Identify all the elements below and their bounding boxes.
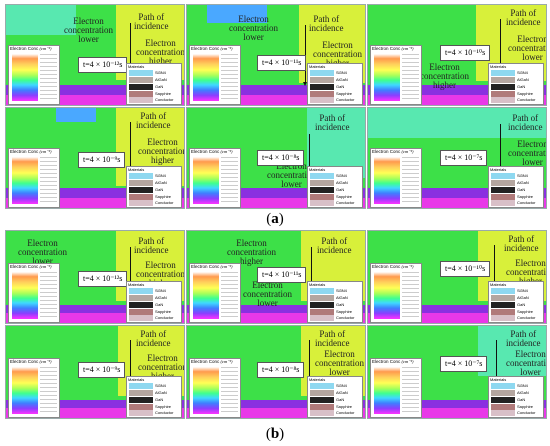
materials-legend: Materials Si3N4 AlGaN GaN Sapphire Condu… (488, 281, 544, 323)
annotation-path: Path of incidence (136, 111, 171, 130)
annotation-path: Path of incidence (508, 113, 543, 132)
materials-legend: Materials Si3N4 AlGaN GaN Sapphire Condu… (126, 166, 182, 208)
simulation-tile-a5: Path of incidence Electron concentration lo… (186, 107, 366, 209)
colorbar-legend: Electron Conc (cm⁻³) (8, 45, 60, 105)
colorbar-legend: Electron Conc (cm⁻³) (189, 263, 241, 323)
annotation-path: Path of incidence (506, 329, 541, 348)
incidence-arrow (303, 25, 307, 86)
materials-legend: Materials Si3N4 AlGaN GaN Sapphire Condu… (307, 63, 363, 105)
colorbar-legend: Electron Conc (cm⁻³) (8, 263, 60, 323)
time-label: t=4 × 10⁻⁹s (78, 362, 126, 378)
materials-legend: Materials Si3N4 AlGaN GaN Sapphire Condu… (488, 166, 544, 208)
time-label: t=4 × 10⁻¹²s (78, 57, 128, 73)
materials-legend: Materials Si3N4 AlGaN GaN Sapphire Condu… (307, 281, 363, 323)
materials-legend: Materials Si3N4 AlGaN GaN Sapphire Condu… (126, 376, 182, 418)
colorbar-legend: Electron Conc (cm⁻³) (370, 148, 422, 208)
simulation-tile-b5: Path of incidence Electron concentration lo… (186, 325, 366, 419)
annotation-path: Path of incidence (134, 12, 169, 31)
materials-legend: Materials Si3N4 AlGaN GaN Sapphire Condu… (307, 376, 363, 418)
figure-panel-a: Electron concentration lower Path of incide… (0, 0, 550, 214)
simulation-tile-a1: Electron concentration lower Path of incide… (5, 4, 185, 106)
colorbar-legend: Electron Conc (cm⁻³) (370, 45, 422, 105)
simulation-tile-b2: Electron concentration higher Path of incid… (186, 230, 366, 324)
simulation-tile-a2: Electron concentration lower Path of incide… (186, 4, 366, 106)
colorbar-legend: Electron Conc (cm⁻³) (370, 358, 422, 418)
time-label: t=4 × 10⁻⁷s (440, 150, 488, 166)
time-label: t=4 × 10⁻⁸s (257, 150, 305, 166)
annotation-path: Path of incidence (315, 113, 350, 132)
time-label: t=4 × 10⁻⁷s (440, 356, 488, 372)
time-label: t=4 × 10⁻¹¹s (257, 267, 307, 283)
time-label: t=4 × 10⁻¹¹s (257, 55, 307, 71)
annotation-path: Path of incidence (134, 236, 169, 255)
colorbar-legend: Electron Conc (cm⁻³) (189, 45, 241, 105)
time-label: t=4 × 10⁻⁹s (78, 152, 126, 168)
colorbar-legend: Electron Conc (cm⁻³) (8, 148, 60, 208)
figure-panel-b: Electron concentration lower Path of incide… (0, 226, 550, 422)
annotation-path: Path of incidence (136, 329, 171, 348)
materials-legend: Materials Si3N4 AlGaN GaN Sapphire Condu… (307, 166, 363, 208)
simulation-tile-a4: Path of incidence Electron concentration hi… (5, 107, 185, 209)
materials-legend: Materials Si3N4 AlGaN GaN Sapphire Condu… (488, 376, 544, 418)
materials-legend: Materials Si3N4 AlGaN GaN Sapphire Condu… (488, 63, 544, 105)
annotation-path: Path of incidence (504, 234, 539, 253)
colorbar-legend: Electron Conc (cm⁻³) (8, 358, 60, 418)
colorbar-legend: Electron Conc (cm⁻³) (370, 263, 422, 323)
time-label: t=4 × 10⁻¹⁰s (440, 261, 491, 277)
panel-label-a: (a) (266, 211, 284, 227)
annotation-path: Path of incidence (315, 329, 350, 348)
simulation-tile-b1: Electron concentration lower Path of incide… (5, 230, 185, 324)
annotation-path: Path of incidence (506, 8, 541, 27)
time-label: t=4 × 10⁻¹⁰s (440, 45, 491, 61)
annotation-path: Path of incidence (317, 236, 352, 255)
time-label: t=4 × 10⁻⁸s (257, 362, 305, 378)
colorbar-legend: Electron Conc (cm⁻³) (189, 148, 241, 208)
materials-legend: Materials Si3N4 AlGaN GaN Sapphire Condu… (126, 281, 182, 323)
colorbar-legend: Electron Conc (cm⁻³) (189, 358, 241, 418)
materials-legend: Materials Si3N4 AlGaN GaN Sapphire Condu… (126, 63, 182, 105)
annotation-path: Path of incidence (309, 14, 344, 33)
time-label: t=4 × 10⁻¹²s (78, 271, 128, 287)
panel-label-b: (b) (265, 426, 285, 442)
